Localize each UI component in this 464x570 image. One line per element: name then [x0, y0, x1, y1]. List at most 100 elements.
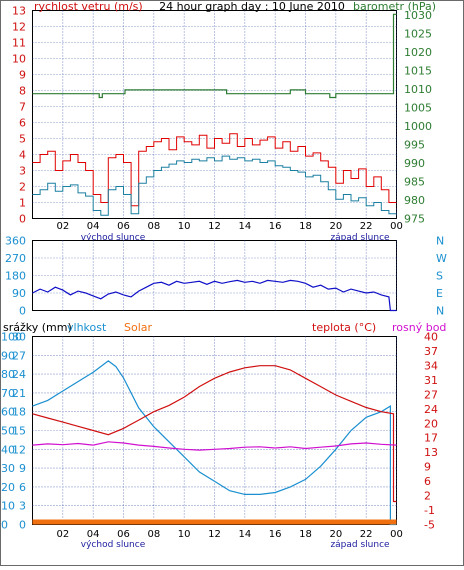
temperature-axis-label: teplota (°C) — [312, 321, 376, 334]
rain-tick-label: 3 — [19, 500, 26, 513]
x-tick-label: 00 — [390, 221, 403, 232]
x-tick-label-bottom: 18 — [299, 529, 312, 540]
x-tick-label-bottom: 16 — [269, 529, 282, 540]
humidity-tick-label: 80 — [1, 368, 15, 381]
temperature-tick-label: 24 — [424, 403, 438, 416]
series-dew_point — [32, 441, 397, 451]
rain-tick-label: 9 — [19, 462, 26, 475]
wind-tick-label: 7 — [19, 101, 26, 114]
temperature-tick-label: 9 — [424, 461, 431, 474]
barometer-tick-label: 975 — [404, 213, 425, 226]
wind-tick-label: 3 — [19, 165, 26, 178]
sunset-label-bottom: západ slunce — [330, 540, 390, 550]
barometer-axis-label: barometr (hPa) — [353, 0, 436, 13]
x-tick-label-bottom: 00 — [390, 529, 403, 540]
temperature-tick-label: -1 — [424, 504, 435, 517]
barometer-tick-label: 995 — [404, 139, 425, 152]
wind-tick-label: 9 — [19, 69, 26, 82]
temperature-tick-label: 6 — [424, 475, 431, 488]
wind-tick-label: 11 — [12, 37, 26, 50]
temperature-tick-label: 2 — [424, 490, 431, 503]
wind-tick-label: 13 — [12, 5, 26, 18]
direction-tick-label: 180 — [5, 270, 26, 283]
temperature-tick-label: 31 — [424, 374, 438, 387]
x-tick-label-bottom: 02 — [56, 529, 69, 540]
humidity-tick-label: 60 — [1, 406, 15, 419]
humidity-tick-label: 100 — [1, 331, 22, 344]
chart-title: 24 hour graph day : 10 June 2010 — [159, 0, 345, 13]
x-tick-label: 14 — [238, 221, 251, 232]
x-tick-label: 16 — [269, 221, 282, 232]
x-tick-label-bottom: 12 — [208, 529, 221, 540]
temperature-tick-label: 17 — [424, 432, 438, 445]
humidity-tick-label: 20 — [1, 481, 15, 494]
series-barometer — [32, 13, 397, 99]
x-tick-label: 22 — [360, 221, 373, 232]
compass-tick-label: E — [436, 287, 443, 300]
direction-tick-label: 90 — [12, 287, 26, 300]
humidity-tick-label: 70 — [1, 387, 15, 400]
sunset-label: západ slunce — [330, 233, 390, 243]
x-tick-label-bottom: 06 — [117, 529, 130, 540]
rain-tick-label: 21 — [12, 387, 26, 400]
rain-tick-label: 12 — [12, 443, 26, 456]
humidity-tick-label: 40 — [1, 443, 15, 456]
x-tick-label: 04 — [87, 221, 100, 232]
wind-axis-label: rychlost vetru (m/s) — [34, 0, 143, 13]
wind-barometer-chart: 02 04 06 08 10 12 14 16 18 20 22 00 012345678910111… — [12, 0, 436, 243]
x-tick-label-bottom: 22 — [360, 529, 373, 540]
x-tick-label: 02 — [56, 221, 69, 232]
barometer-tick-label: 1010 — [404, 83, 432, 96]
rain-tick-label: 27 — [12, 349, 26, 362]
x-tick-label-bottom: 04 — [87, 529, 100, 540]
humidity-tick-label: 10 — [1, 500, 15, 513]
barometer-tick-label: 985 — [404, 176, 425, 189]
compass-tick-label: S — [436, 270, 443, 283]
wind-plot-area — [32, 10, 397, 219]
humidity-tick-label: 90 — [1, 349, 15, 362]
humidity-axis-label: vlhkost — [67, 321, 107, 334]
humidity-tick-label: 30 — [1, 462, 15, 475]
temperature-tick-label: 40 — [424, 331, 438, 344]
wind-tick-label: 10 — [12, 53, 26, 66]
x-tick-label: 08 — [147, 221, 160, 232]
temperature-tick-label: 13 — [424, 446, 438, 459]
barometer-tick-label: 1015 — [404, 65, 432, 78]
wind-tick-label: 6 — [19, 117, 26, 130]
series-wind_direction — [32, 279, 397, 312]
dewpoint-axis-label: rosný bod — [392, 321, 446, 334]
x-tick-label-bottom: 14 — [238, 529, 251, 540]
sunrise-label: východ slunce — [81, 233, 146, 243]
wind-tick-label: 2 — [19, 181, 26, 194]
x-tick-label-bottom: 10 — [178, 529, 191, 540]
compass-tick-label: N — [436, 305, 444, 318]
x-tick-label-bottom: 08 — [147, 529, 160, 540]
rain-tick-label: 30 — [12, 331, 26, 344]
barometer-tick-label: 1030 — [404, 9, 432, 22]
x-tick-label-bottom: 20 — [329, 529, 342, 540]
temperature-tick-label: 27 — [424, 388, 438, 401]
wind-tick-label: 1 — [19, 197, 26, 210]
barometer-tick-label: 1005 — [404, 102, 432, 115]
wind-tick-label: 5 — [19, 133, 26, 146]
wind-tick-label: 8 — [19, 85, 26, 98]
temperature-humidity-chart: 02 04 06 08 10 12 14 16 18 20 22 00 010203040506070… — [1, 321, 446, 550]
humidity-tick-label: 0 — [1, 519, 8, 532]
x-tick-label: 10 — [178, 221, 191, 232]
wind-tick-label: 4 — [19, 149, 26, 162]
temperature-tick-label: -5 — [424, 519, 435, 532]
rain-tick-label: 6 — [19, 481, 26, 494]
temperature-tick-label: 20 — [424, 417, 438, 430]
rain-tick-label: 18 — [12, 406, 26, 419]
solar-axis-label: Solar — [124, 321, 153, 334]
barometer-tick-label: 1025 — [404, 28, 432, 41]
series-wind_gust — [32, 133, 397, 207]
rain-tick-label: 24 — [12, 368, 26, 381]
rain-axis-label: srážky (mm) — [3, 321, 72, 334]
rain-tick-label: 15 — [12, 425, 26, 438]
x-tick-label: 20 — [329, 221, 342, 232]
x-tick-label: 12 — [208, 221, 221, 232]
